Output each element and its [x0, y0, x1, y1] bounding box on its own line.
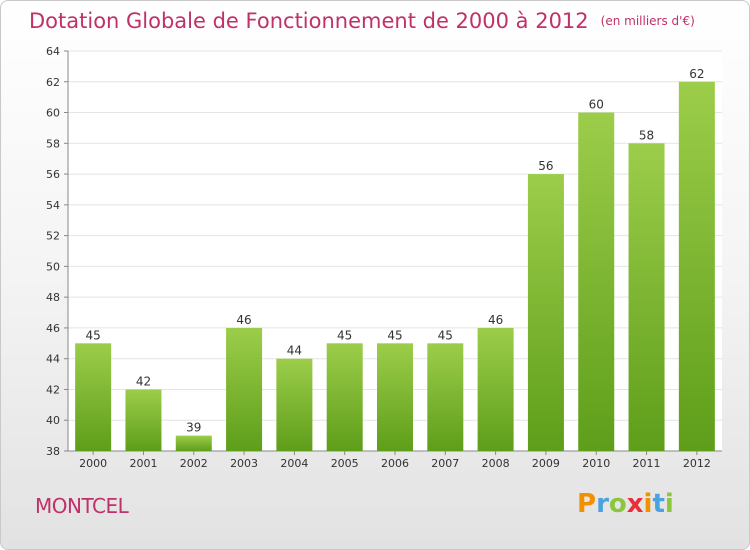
y-tick-label: 40: [46, 414, 60, 427]
bar-2008: [477, 327, 514, 451]
x-tick-label-2006: 2006: [381, 457, 409, 470]
data-label-2003: 46: [236, 313, 251, 327]
data-label-2008: 46: [488, 313, 503, 327]
bar-2003: [226, 327, 263, 451]
x-tick-label-2010: 2010: [582, 457, 610, 470]
bar-2001: [125, 389, 162, 451]
data-label-2009: 56: [538, 159, 553, 173]
y-tick-label: 62: [46, 76, 60, 89]
x-tick-label-2001: 2001: [129, 457, 157, 470]
y-tick-label: 56: [46, 168, 60, 181]
bar-2009: [527, 174, 564, 452]
data-label-2001: 42: [136, 374, 151, 388]
logo-letter: o: [608, 489, 627, 519]
data-label-2006: 45: [387, 328, 402, 342]
commune-name: MONTCEL: [35, 494, 129, 518]
bar-layer: [75, 81, 715, 452]
y-tick-label: 58: [46, 137, 60, 150]
chart-title-text: Dotation Globale de Fonctionnement de 20…: [29, 9, 589, 33]
data-label-2007: 45: [438, 328, 453, 342]
x-tick-label-2007: 2007: [431, 457, 459, 470]
y-tick-label: 64: [46, 45, 60, 58]
logo-letter: r: [596, 489, 609, 519]
data-label-2010: 60: [589, 98, 604, 112]
x-tick-label-2008: 2008: [482, 457, 510, 470]
y-tick-label: 44: [46, 353, 60, 366]
data-label-2004: 44: [287, 344, 302, 358]
bar-2004: [276, 358, 313, 451]
y-tick-label: 60: [46, 107, 60, 120]
y-tick-label: 46: [46, 322, 60, 335]
x-tick-label-2011: 2011: [633, 457, 661, 470]
x-tick-label-2002: 2002: [180, 457, 208, 470]
x-tick-label-2009: 2009: [532, 457, 560, 470]
y-tick-label: 38: [46, 445, 60, 458]
bar-2010: [578, 112, 615, 452]
y-tick-label: 50: [46, 260, 60, 273]
data-label-2000: 45: [86, 328, 101, 342]
bar-2012: [678, 81, 715, 452]
x-tick-label-2000: 2000: [79, 457, 107, 470]
y-tick-label: 48: [46, 291, 60, 304]
logo-letter: i: [643, 489, 653, 519]
bar-2011: [628, 143, 665, 452]
x-tick-label-2003: 2003: [230, 457, 258, 470]
x-tick-label-2004: 2004: [280, 457, 308, 470]
logo-letter: x: [626, 489, 644, 519]
proxiti-logo: Proxiti: [577, 489, 674, 519]
chart-subtitle: (en milliers d'€): [600, 14, 695, 28]
bar-2005: [326, 343, 363, 451]
label-layer: 2000 45 2001 42 2002 39 2003 46 2004 44 2005 45 2006…: [79, 67, 711, 470]
bar-2006: [377, 343, 413, 451]
logo-letter: t: [652, 489, 665, 519]
x-tick-label-2012: 2012: [683, 457, 711, 470]
logo-letter: P: [577, 489, 597, 519]
y-tick-label: 54: [46, 199, 60, 212]
bar-2007: [427, 343, 464, 451]
data-label-2005: 45: [337, 328, 352, 342]
data-label-2011: 58: [639, 128, 654, 142]
y-tick-label: 42: [46, 383, 60, 396]
data-label-2002: 39: [186, 421, 201, 435]
data-label-2012: 62: [689, 67, 704, 81]
logo-letter: i: [664, 489, 674, 519]
bar-2002: [175, 435, 212, 451]
x-tick-label-2005: 2005: [331, 457, 359, 470]
chart-title: Dotation Globale de Fonctionnement de 20…: [29, 9, 695, 33]
bar-2000: [75, 343, 112, 451]
y-tick-label: 52: [46, 230, 60, 243]
